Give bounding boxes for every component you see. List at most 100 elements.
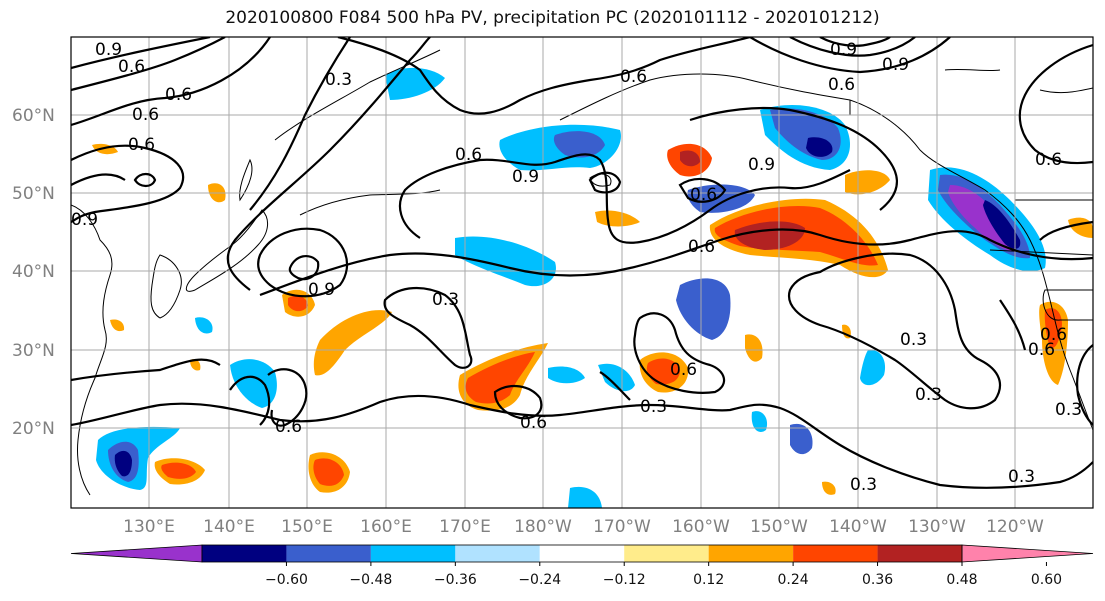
- contour-line: [133, 172, 157, 188]
- shade-pos: [313, 310, 392, 376]
- shade-pos: [1044, 308, 1062, 349]
- contour-label: 0.3: [640, 397, 667, 417]
- contour-label: 0.6: [128, 135, 155, 155]
- contour-labels: 0.9 0.6 0.6 0.6 0.9 0.3 0.6 0.6 0.9 0.6 …: [71, 40, 1082, 495]
- coastline-arctic-east: [1039, 87, 1093, 94]
- contour-label: 0.6: [620, 67, 647, 87]
- contour-line: [493, 384, 543, 420]
- border-us-canada: [989, 249, 1093, 256]
- lat-label: 40°N: [12, 262, 55, 282]
- contour-line: [257, 227, 349, 298]
- colorbar-tick-label: −0.48: [349, 572, 392, 588]
- lat-label: 50°N: [12, 184, 55, 204]
- contour-label: 0.6: [132, 105, 159, 125]
- colorbar-tick-label: 0.36: [862, 572, 893, 588]
- contour-line: [71, 394, 1093, 489]
- colorbar-segment: [370, 545, 456, 562]
- contour-label: 0.6: [1035, 150, 1062, 170]
- colorbar-tick-label: −0.12: [603, 572, 646, 588]
- contour-label: 0.6: [165, 85, 192, 105]
- shade-pos: [595, 210, 640, 227]
- contour-line: [819, 37, 891, 47]
- colorbar-tick-label: 0.60: [1031, 572, 1062, 588]
- contour-label: 0.3: [432, 290, 459, 310]
- graticule: [71, 37, 1093, 508]
- coastline-korea: [150, 254, 182, 319]
- contour-line: [71, 144, 185, 223]
- map-title: 2020100800 F084 500 hPa PV, precipitatio…: [225, 8, 880, 28]
- contour-line: [999, 299, 1027, 351]
- shade-neg: [548, 366, 585, 384]
- lon-label: 120°W: [986, 517, 1044, 537]
- contour-label: 0.9: [308, 280, 335, 300]
- contour-label: 0.3: [915, 385, 942, 405]
- contour-label: 0.9: [71, 210, 98, 230]
- shade-neg: [385, 67, 445, 100]
- contour-line: [71, 37, 226, 92]
- pv-contours: [71, 37, 1093, 489]
- contour-line: [259, 228, 1093, 297]
- contour-line: [337, 37, 751, 115]
- shade-pos: [745, 334, 763, 362]
- contour-line: [1018, 43, 1093, 165]
- shade-pos: [1068, 217, 1093, 238]
- contour-label: 0.3: [900, 330, 927, 350]
- colorbar-tick-label: 0.12: [693, 572, 724, 588]
- coastline-asia: [71, 204, 113, 496]
- shade-neg: [598, 363, 635, 392]
- shade-neg: [114, 450, 132, 477]
- contour-label: 0.6: [690, 185, 717, 205]
- colorbar-outline: [201, 544, 963, 563]
- contour-line: [633, 312, 726, 394]
- colorbar-segment: [793, 545, 878, 562]
- colorbar-extension-high: [961, 544, 1094, 563]
- shade-neg: [806, 137, 833, 157]
- shade-neg: [687, 184, 755, 213]
- contour-label: 0.9: [748, 155, 775, 175]
- colorbar-segment: [539, 545, 625, 562]
- colorbar-tick-label: −0.36: [434, 572, 477, 588]
- shade-neg: [860, 349, 886, 386]
- shade-neg: [195, 317, 213, 334]
- colorbar-tick-label: −0.60: [265, 572, 308, 588]
- contour-label: 0.6: [1028, 340, 1055, 360]
- colorbar-segment: [455, 545, 540, 562]
- contour-label: 0.6: [1040, 325, 1067, 345]
- shade-pos: [845, 170, 890, 195]
- coastline-arctic: [944, 68, 1001, 72]
- latitude-labels: 20°N 30°N 40°N 50°N 60°N: [12, 106, 55, 439]
- contour-line: [588, 171, 622, 194]
- lon-label: 160°E: [360, 517, 412, 537]
- contour-label: 0.9: [830, 40, 857, 60]
- contour-label: 0.9: [882, 55, 909, 75]
- shade-pos: [288, 295, 308, 312]
- colorbar: −0.60 −0.48 −0.36 −0.24 −0.12 0.12 0.24 0.36 0.4…: [70, 544, 1094, 588]
- shade-neg: [790, 423, 813, 455]
- shade-pos: [646, 358, 680, 385]
- contour-line: [226, 37, 431, 291]
- lat-label: 60°N: [12, 106, 55, 126]
- lon-label: 130°W: [908, 517, 966, 537]
- contour-line: [689, 106, 898, 211]
- colorbar-segment: [202, 545, 287, 562]
- lon-label: 150°W: [750, 517, 808, 537]
- map-frame: [70, 36, 1094, 509]
- colorbar-segment: [624, 545, 709, 562]
- contour-line: [71, 37, 271, 127]
- contour-line: [1039, 220, 1093, 241]
- lon-label: 170°W: [593, 517, 651, 537]
- contour-label: 0.6: [118, 57, 145, 77]
- colorbar-tick-label: −0.24: [518, 572, 561, 588]
- lat-label: 30°N: [12, 341, 55, 361]
- coastline-japan: [185, 209, 268, 292]
- lon-label: 160°W: [672, 517, 730, 537]
- shade-neg: [983, 200, 1021, 249]
- contour-label: 0.3: [1008, 467, 1035, 487]
- contour-label: 0.9: [95, 40, 122, 60]
- longitude-labels: 130°E 140°E 150°E 160°E 170°E 180°W 170°…: [123, 517, 1044, 537]
- contour-line: [749, 37, 951, 74]
- lat-label: 20°N: [12, 419, 55, 439]
- contour-label: 0.6: [828, 75, 855, 95]
- coastline-kuril: [299, 189, 441, 216]
